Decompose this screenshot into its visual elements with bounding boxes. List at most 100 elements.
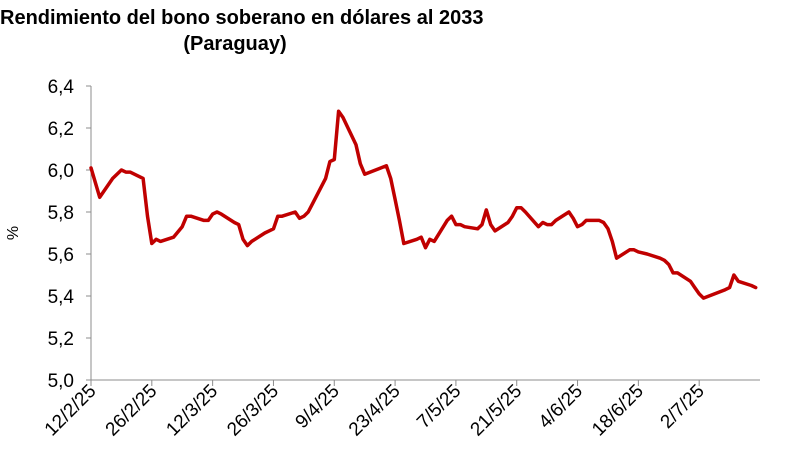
data-point (555, 219, 557, 222)
data-point (568, 211, 570, 213)
x-tick-label: 2/7/25 (657, 381, 709, 433)
data-point (737, 280, 740, 283)
x-tick-label: 12/3/25 (162, 381, 222, 441)
data-point (607, 228, 609, 230)
data-point (542, 221, 544, 224)
y-tick-label: 5,2 (48, 329, 74, 350)
y-axis-title: % (5, 226, 22, 240)
x-tick-label: 9/4/25 (292, 381, 344, 433)
y-tick-label: 6,4 (48, 77, 75, 98)
data-point (207, 219, 210, 222)
data-point (446, 219, 449, 222)
data-point (342, 116, 344, 119)
data-point (524, 211, 527, 213)
data-point (307, 211, 310, 213)
data-point (333, 158, 336, 161)
data-point (420, 236, 423, 238)
data-point (550, 223, 553, 226)
data-point (515, 207, 518, 209)
data-point (329, 160, 331, 163)
data-point (429, 238, 431, 241)
data-point (698, 293, 700, 295)
data-point (450, 215, 453, 217)
data-point (355, 144, 357, 146)
data-point (676, 272, 679, 274)
data-point (750, 284, 753, 287)
data-point (511, 215, 514, 217)
x-tick-label: 21/5/25 (467, 381, 527, 441)
y-tick-label: 5,8 (48, 203, 74, 224)
data-point (602, 221, 605, 224)
series-line (89, 109, 758, 300)
data-point (151, 242, 153, 245)
y-tick-label: 6,2 (48, 119, 74, 140)
data-point (537, 225, 540, 228)
data-point (311, 202, 314, 205)
x-axis: 12/2/25 26/2/25 12/3/25 26/3/25 9/4/25 23/4/2… (41, 379, 760, 441)
data-point (220, 213, 223, 215)
data-point (507, 221, 509, 224)
data-point (125, 171, 127, 173)
data-point (268, 230, 270, 232)
x-tick-label: 26/2/25 (102, 381, 162, 441)
data-point (237, 223, 240, 226)
data-point (598, 219, 601, 222)
data-point (129, 171, 131, 173)
x-tick-label: 23/4/25 (345, 381, 405, 441)
data-point (211, 213, 214, 215)
data-point (298, 217, 301, 220)
data-point (216, 211, 218, 213)
data-point (459, 223, 462, 226)
series-layer (89, 109, 758, 300)
data-point (181, 225, 183, 228)
data-point (489, 223, 492, 226)
data-point (120, 169, 123, 171)
data-point (146, 215, 149, 217)
data-point (485, 209, 488, 211)
data-point (264, 232, 266, 234)
data-point (611, 240, 614, 243)
chart-subtitle: (Paraguay) (183, 33, 287, 55)
y-tick-label: 6,0 (48, 161, 74, 182)
data-point (185, 215, 188, 217)
data-point (294, 211, 297, 213)
data-point (476, 228, 479, 230)
data-point (303, 215, 305, 217)
y-tick-label: 5,6 (48, 245, 74, 266)
data-point (694, 286, 696, 289)
data-point (672, 272, 674, 274)
data-point (111, 177, 114, 180)
data-point (389, 177, 392, 180)
data-point (337, 110, 340, 112)
data-point (520, 207, 522, 209)
data-point (572, 217, 574, 220)
chart-title: Rendimiento del bono soberano en dólares… (0, 7, 484, 29)
data-point (277, 215, 279, 217)
data-point (481, 223, 483, 226)
x-tick-label: 7/5/25 (413, 381, 465, 433)
x-tick-label: 4/6/25 (535, 381, 587, 433)
data-point (724, 288, 726, 291)
data-point (424, 246, 427, 249)
data-point (203, 219, 205, 222)
data-point (546, 223, 548, 226)
data-point (250, 240, 253, 243)
data-point (463, 225, 466, 228)
data-point (394, 198, 396, 201)
data-point (172, 236, 175, 238)
data-point (142, 177, 144, 180)
data-point (385, 165, 388, 167)
y-axis: 5,0 5,2 5,4 5,6 5,8 6,0 6,2 6,4 (48, 77, 92, 392)
data-point (324, 177, 327, 180)
data-point (689, 280, 692, 283)
data-point (159, 240, 162, 243)
data-point (246, 244, 249, 247)
data-point (398, 219, 401, 222)
data-point (659, 257, 661, 260)
y-tick-label: 5,4 (48, 287, 75, 308)
data-point (628, 249, 631, 251)
data-point (733, 274, 735, 276)
data-point (455, 223, 457, 226)
data-point (663, 259, 666, 262)
